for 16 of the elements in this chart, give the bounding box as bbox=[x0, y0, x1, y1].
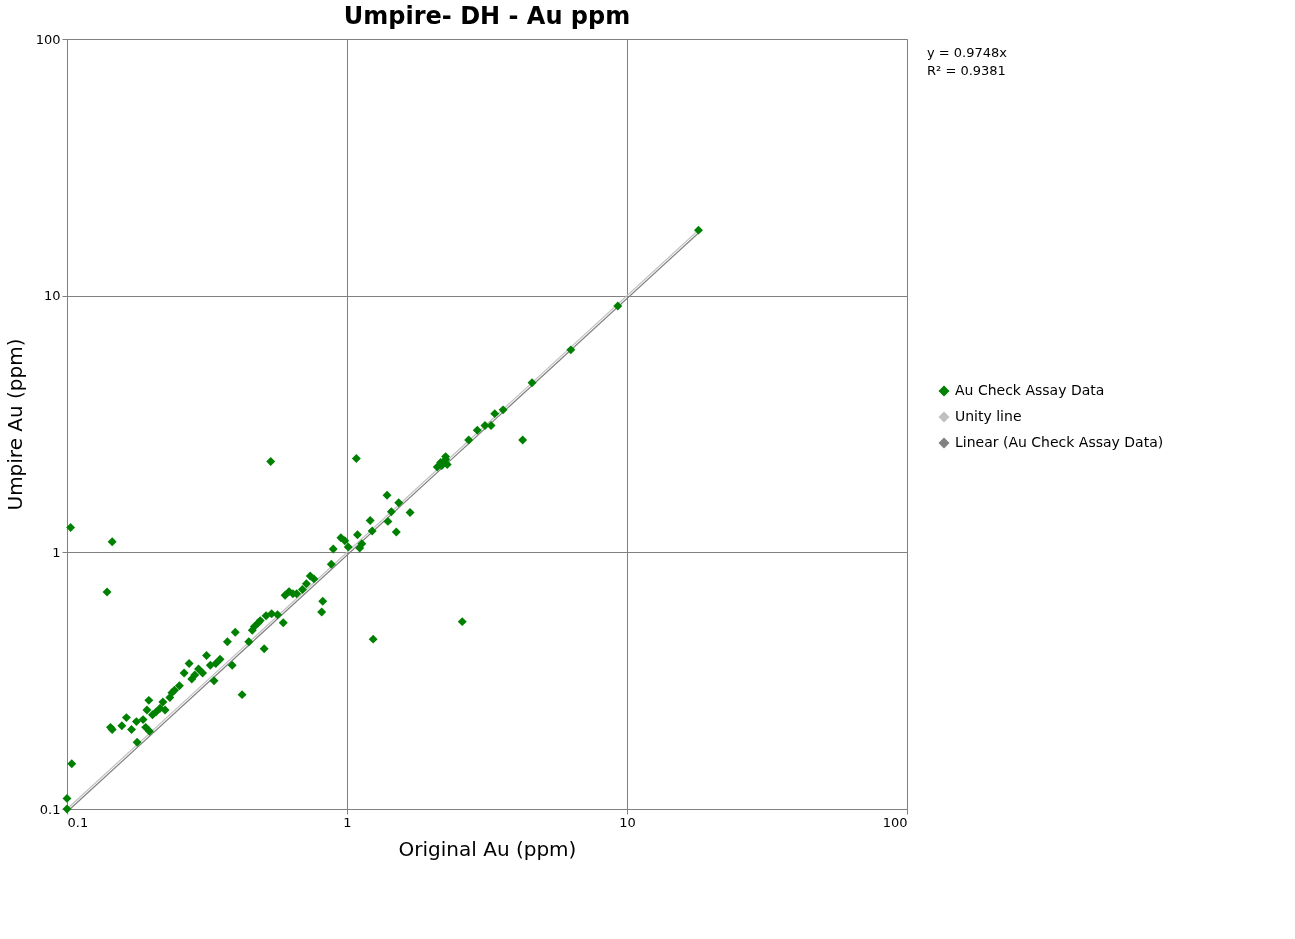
y-tick-label: 10 bbox=[43, 288, 61, 304]
y-axis-title: Umpire Au (ppm) bbox=[2, 338, 27, 511]
legend-label: Linear (Au Check Assay Data) bbox=[955, 434, 1164, 450]
y-tick-label: 100 bbox=[35, 31, 61, 47]
y-tick-label: 0.1 bbox=[39, 801, 61, 817]
x-axis-title: Original Au (ppm) bbox=[398, 836, 577, 861]
x-tick-label: 1 bbox=[343, 814, 352, 830]
x-tick-label: 100 bbox=[882, 814, 908, 830]
y-tick-label: 1 bbox=[52, 544, 61, 560]
x-tick-label: 0.1 bbox=[67, 814, 89, 830]
legend-label: Au Check Assay Data bbox=[955, 382, 1105, 398]
x-tick-label: 10 bbox=[619, 814, 636, 830]
legend-label: Unity line bbox=[955, 408, 1022, 424]
text: y = 0.9748x bbox=[927, 45, 1008, 60]
text: R² = 0.9381 bbox=[927, 63, 1006, 78]
chart-title: Umpire- DH - Au ppm bbox=[343, 2, 631, 30]
